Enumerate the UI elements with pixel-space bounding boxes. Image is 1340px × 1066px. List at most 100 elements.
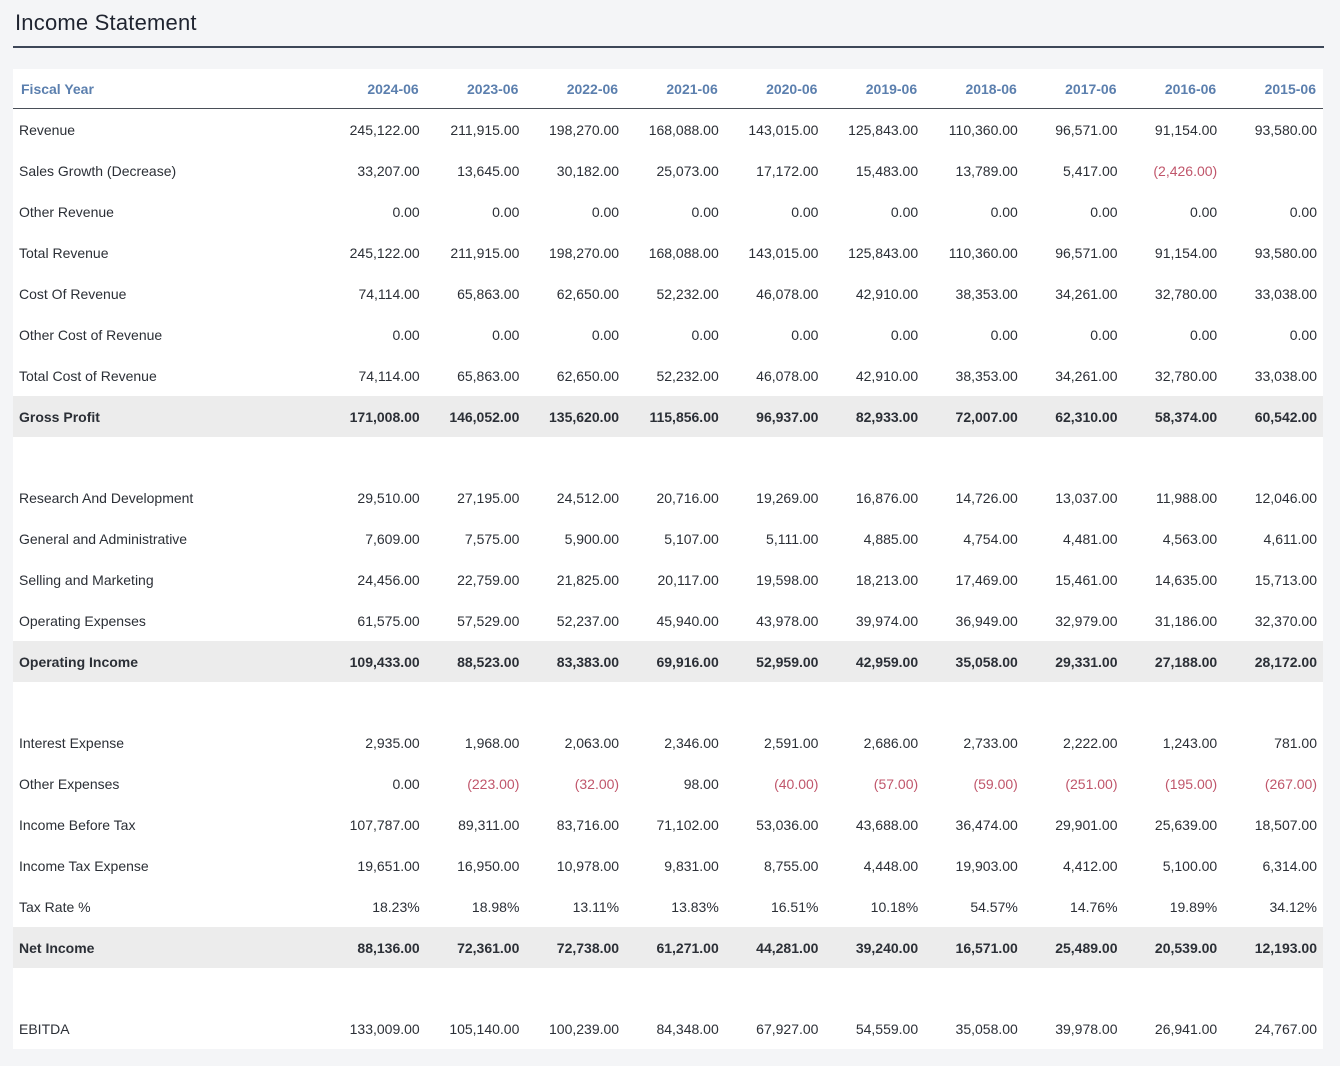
value-cell: 52,237.00 xyxy=(556,612,620,629)
table-row: Tax Rate % 18.23% 18.98% 13.11% 13.83% 16.51%… xyxy=(13,886,1323,927)
value-cell: 27,188.00 xyxy=(1123,641,1224,682)
value-cell: 24,767.00 xyxy=(1254,1020,1317,1037)
spacer-row xyxy=(13,968,1323,1008)
value-cell: 22,759.00 xyxy=(457,571,520,588)
value-cell: 135,620.00 xyxy=(525,396,626,437)
row-label: Other Expenses xyxy=(19,775,120,792)
row-label: Cost Of Revenue xyxy=(19,285,127,302)
value-cell: 15,483.00 xyxy=(855,162,919,179)
value-cell: 93,580.00 xyxy=(1254,244,1317,261)
table-row: Interest Expense 2,935.00 1,968.00 2,063.00… xyxy=(13,722,1323,763)
value-cell: (40.00) xyxy=(774,775,819,792)
value-cell: 25,489.00 xyxy=(1023,927,1124,968)
value-cell: 13,645.00 xyxy=(457,162,520,179)
value-cell: 8,755.00 xyxy=(763,857,819,874)
value-cell: 12,193.00 xyxy=(1223,927,1323,968)
value-cell: 5,107.00 xyxy=(664,530,719,547)
value-cell: 33,038.00 xyxy=(1254,367,1317,384)
value-cell: 69,916.00 xyxy=(625,641,725,682)
spacer-cell xyxy=(13,437,1323,477)
spacer-cell xyxy=(13,682,1323,722)
value-cell: 19,651.00 xyxy=(357,857,420,874)
value-cell: 52,232.00 xyxy=(656,285,719,302)
value-cell: 4,412.00 xyxy=(1063,857,1118,874)
row-label: Net Income xyxy=(13,927,327,968)
value-cell: 54,559.00 xyxy=(855,1020,919,1037)
value-cell: 781.00 xyxy=(1274,734,1317,751)
value-cell: 32,780.00 xyxy=(1154,367,1218,384)
value-cell: 17,172.00 xyxy=(756,162,819,179)
value-cell: 0.00 xyxy=(691,203,719,220)
value-cell: 39,974.00 xyxy=(855,612,919,629)
value-cell: 44,281.00 xyxy=(724,927,825,968)
value-cell: 125,843.00 xyxy=(848,121,919,138)
value-cell: 13.11% xyxy=(572,898,620,915)
value-cell: 36,474.00 xyxy=(955,816,1018,833)
value-cell: 19.89% xyxy=(1169,898,1218,915)
value-cell: 5,417.00 xyxy=(1063,162,1118,179)
value-cell: 42,910.00 xyxy=(855,367,919,384)
value-cell xyxy=(1223,150,1323,191)
value-cell: 198,270.00 xyxy=(549,244,620,261)
value-cell: 2,935.00 xyxy=(365,734,420,751)
table-row: Total Revenue 245,122.00 211,915.00 198,270… xyxy=(13,232,1323,273)
value-cell: 211,915.00 xyxy=(450,121,520,138)
value-cell: 25,639.00 xyxy=(1154,816,1218,833)
value-cell: 28,172.00 xyxy=(1223,641,1323,682)
value-cell: 33,207.00 xyxy=(357,162,420,179)
value-cell: 17,469.00 xyxy=(955,571,1018,588)
total-row: Operating Income 109,433.00 88,523.00 83,38… xyxy=(13,641,1323,682)
spacer-cell xyxy=(13,968,1323,1008)
value-cell: 0.00 xyxy=(492,203,520,220)
value-cell: 27,195.00 xyxy=(457,489,520,506)
value-cell: 60,542.00 xyxy=(1223,396,1323,437)
value-cell: (195.00) xyxy=(1165,775,1218,792)
value-cell: 98.00 xyxy=(683,775,719,792)
value-cell: 4,448.00 xyxy=(863,857,919,874)
value-cell: 32,370.00 xyxy=(1254,612,1317,629)
value-cell: 9,831.00 xyxy=(664,857,719,874)
value-cell: 245,122.00 xyxy=(349,121,420,138)
value-cell: 143,015.00 xyxy=(748,121,819,138)
value-cell: 38,353.00 xyxy=(955,367,1018,384)
value-cell: 0.00 xyxy=(591,203,620,220)
value-cell: 107,787.00 xyxy=(349,816,420,833)
value-cell: 42,910.00 xyxy=(855,285,919,302)
row-label: Other Cost of Revenue xyxy=(19,326,163,343)
value-cell: 0.00 xyxy=(791,326,819,343)
value-cell: 146,052.00 xyxy=(425,396,526,437)
value-cell: 4,563.00 xyxy=(1162,530,1218,547)
value-cell: 53,036.00 xyxy=(756,816,819,833)
value-cell: 110,360.00 xyxy=(948,121,1018,138)
value-cell: 4,885.00 xyxy=(863,530,919,547)
value-cell: 43,688.00 xyxy=(855,816,919,833)
value-cell: 0.00 xyxy=(1090,326,1118,343)
value-cell: 1,968.00 xyxy=(464,734,520,751)
year-column-header: 2024-06 xyxy=(326,69,426,109)
value-cell: 10,978.00 xyxy=(556,857,620,874)
value-cell: 0.00 xyxy=(1289,203,1317,220)
value-cell: 0.00 xyxy=(990,203,1018,220)
row-label: Total Cost of Revenue xyxy=(19,367,157,384)
value-cell: 61,575.00 xyxy=(357,612,420,629)
value-cell: 18.23% xyxy=(372,898,420,915)
row-label: Research And Development xyxy=(19,489,194,506)
value-cell: 0.00 xyxy=(1090,203,1118,220)
value-cell: 19,903.00 xyxy=(955,857,1018,874)
value-cell: 18,213.00 xyxy=(855,571,919,588)
table-row: Total Cost of Revenue 74,114.00 65,863.00 6… xyxy=(13,355,1323,396)
income-statement-table-container: Fiscal Year 2024-06 2023-06 2022-06 2021-06… xyxy=(13,69,1323,1049)
page-title: Income Statement xyxy=(15,10,197,35)
value-cell: 29,510.00 xyxy=(357,489,420,506)
value-cell: 32,979.00 xyxy=(1055,612,1118,629)
value-cell: 52,232.00 xyxy=(656,367,719,384)
value-cell: 62,650.00 xyxy=(556,367,620,384)
value-cell: 83,716.00 xyxy=(556,816,620,833)
value-cell: 31,186.00 xyxy=(1154,612,1218,629)
value-cell: 14.76% xyxy=(1070,898,1118,915)
value-cell: 13.83% xyxy=(671,898,719,915)
value-cell: 58,374.00 xyxy=(1123,396,1224,437)
row-label: Selling and Marketing xyxy=(19,571,154,588)
value-cell: 19,598.00 xyxy=(756,571,819,588)
value-cell: 19,269.00 xyxy=(756,489,819,506)
